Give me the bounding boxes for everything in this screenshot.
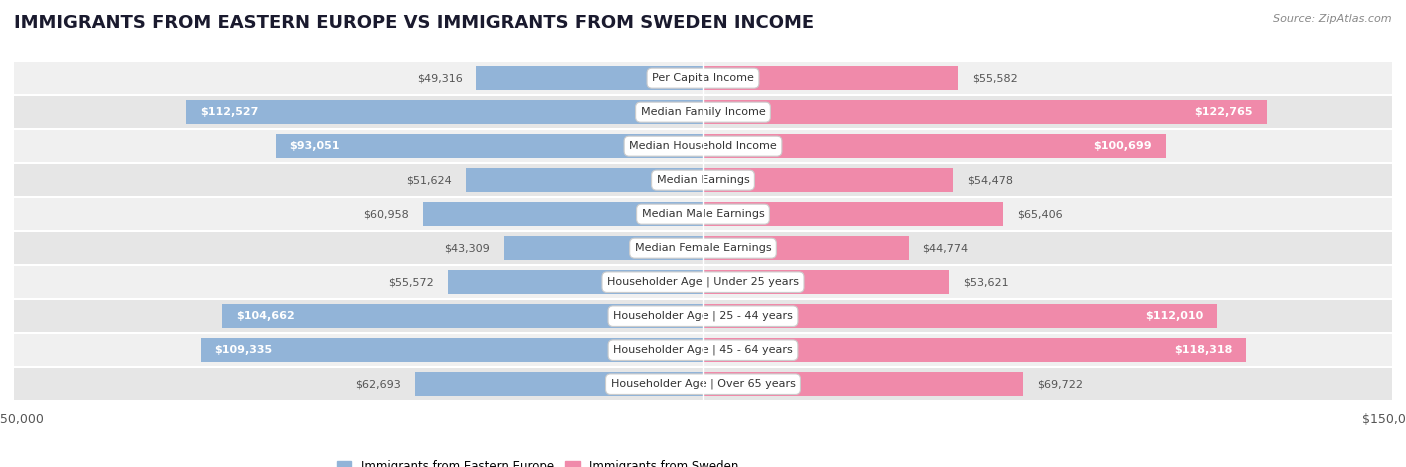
Bar	[703, 270, 949, 294]
FancyBboxPatch shape	[14, 368, 1392, 400]
FancyBboxPatch shape	[14, 198, 1392, 230]
Bar	[186, 100, 703, 124]
Bar	[423, 202, 703, 226]
Text: $43,309: $43,309	[444, 243, 491, 253]
Bar	[703, 66, 959, 91]
Text: $60,958: $60,958	[364, 209, 409, 219]
FancyBboxPatch shape	[14, 130, 1392, 162]
Bar	[477, 66, 703, 91]
Text: $104,662: $104,662	[236, 311, 295, 321]
Text: $55,572: $55,572	[388, 277, 434, 287]
Bar	[703, 236, 908, 261]
Bar	[703, 304, 1218, 328]
Text: Householder Age | Under 25 years: Householder Age | Under 25 years	[607, 277, 799, 287]
FancyBboxPatch shape	[14, 232, 1392, 264]
Text: $53,621: $53,621	[963, 277, 1008, 287]
FancyBboxPatch shape	[14, 96, 1392, 128]
Text: $51,624: $51,624	[406, 175, 453, 185]
Text: $62,693: $62,693	[356, 379, 401, 389]
Text: Median Male Earnings: Median Male Earnings	[641, 209, 765, 219]
Bar	[276, 134, 703, 158]
FancyBboxPatch shape	[14, 300, 1392, 332]
Bar	[703, 338, 1247, 362]
Text: $112,527: $112,527	[200, 107, 259, 117]
Text: IMMIGRANTS FROM EASTERN EUROPE VS IMMIGRANTS FROM SWEDEN INCOME: IMMIGRANTS FROM EASTERN EUROPE VS IMMIGR…	[14, 14, 814, 32]
Bar	[703, 100, 1267, 124]
Bar	[703, 134, 1166, 158]
Text: $112,010: $112,010	[1146, 311, 1204, 321]
Bar	[703, 168, 953, 192]
Bar	[447, 270, 703, 294]
Bar	[201, 338, 703, 362]
Text: Median Household Income: Median Household Income	[628, 141, 778, 151]
Text: $44,774: $44,774	[922, 243, 969, 253]
Text: Householder Age | 45 - 64 years: Householder Age | 45 - 64 years	[613, 345, 793, 355]
Text: $93,051: $93,051	[290, 141, 340, 151]
Bar	[505, 236, 703, 261]
FancyBboxPatch shape	[14, 62, 1392, 94]
Text: $109,335: $109,335	[215, 345, 273, 355]
Legend: Immigrants from Eastern Europe, Immigrants from Sweden: Immigrants from Eastern Europe, Immigran…	[332, 455, 744, 467]
Bar	[415, 372, 703, 396]
Text: Householder Age | 25 - 44 years: Householder Age | 25 - 44 years	[613, 311, 793, 321]
Text: Source: ZipAtlas.com: Source: ZipAtlas.com	[1274, 14, 1392, 24]
Text: $122,765: $122,765	[1195, 107, 1253, 117]
Bar	[222, 304, 703, 328]
Text: Householder Age | Over 65 years: Householder Age | Over 65 years	[610, 379, 796, 389]
Text: $55,582: $55,582	[972, 73, 1018, 83]
Bar	[703, 372, 1024, 396]
Text: $54,478: $54,478	[967, 175, 1012, 185]
Text: $118,318: $118,318	[1174, 345, 1233, 355]
FancyBboxPatch shape	[14, 334, 1392, 366]
Text: Median Earnings: Median Earnings	[657, 175, 749, 185]
Text: $65,406: $65,406	[1017, 209, 1063, 219]
Text: $49,316: $49,316	[418, 73, 463, 83]
FancyBboxPatch shape	[14, 266, 1392, 298]
Bar	[703, 202, 1004, 226]
Bar	[465, 168, 703, 192]
Text: Per Capita Income: Per Capita Income	[652, 73, 754, 83]
Text: $100,699: $100,699	[1092, 141, 1152, 151]
Text: $69,722: $69,722	[1038, 379, 1083, 389]
FancyBboxPatch shape	[14, 164, 1392, 196]
Text: Median Family Income: Median Family Income	[641, 107, 765, 117]
Text: Median Female Earnings: Median Female Earnings	[634, 243, 772, 253]
